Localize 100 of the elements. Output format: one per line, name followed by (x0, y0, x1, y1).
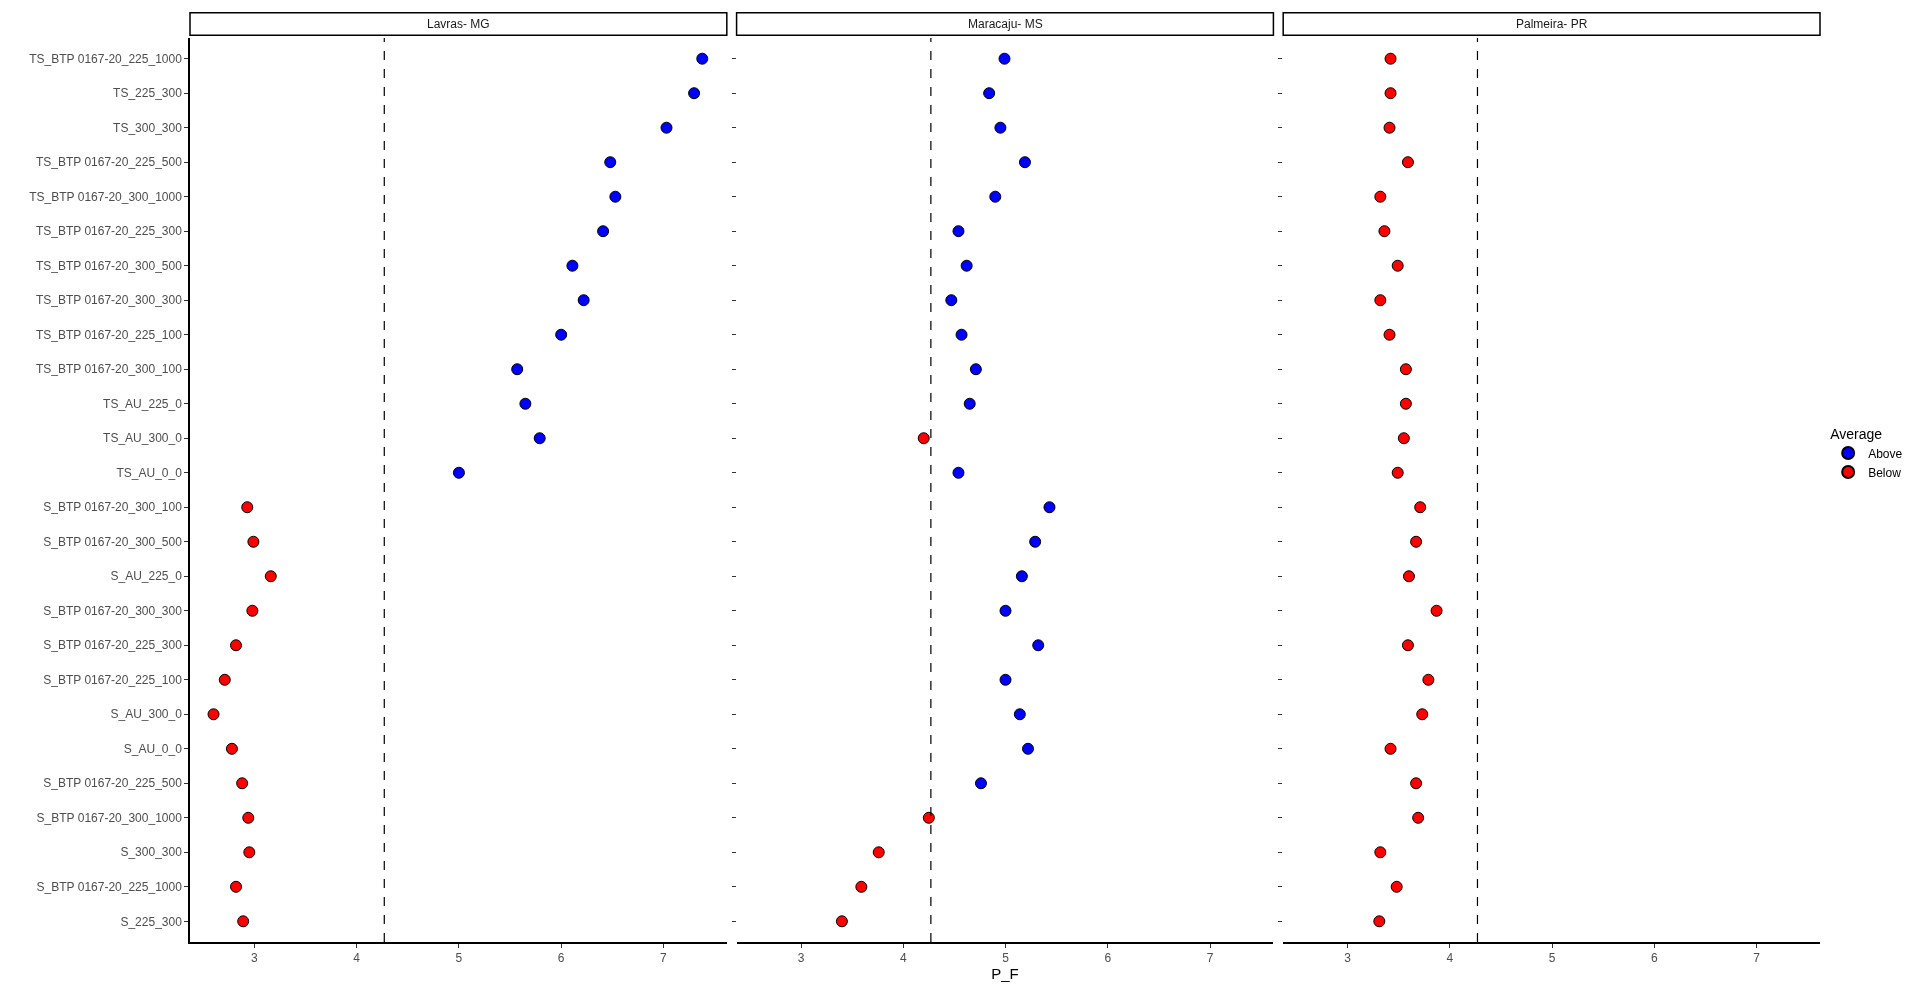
x-tick-label: 7 (1206, 951, 1214, 966)
y-tick-label: TS_BTP 0167-20_225_1000 (29, 51, 183, 66)
point (225, 742, 238, 755)
point (952, 466, 965, 479)
x-tick-label: 7 (1753, 951, 1761, 966)
y-tick-label: S_BTP 0167-20_300_100 (43, 500, 183, 515)
y-tick-label: TS_BTP 0167-20_300_1000 (29, 189, 183, 204)
x-tick-label: 6 (1651, 951, 1659, 966)
point (983, 87, 996, 100)
y-tick-label: S_300_300 (120, 845, 183, 860)
point (963, 397, 976, 410)
point (1022, 742, 1034, 755)
point (1384, 52, 1397, 65)
point (1374, 294, 1387, 307)
point (1374, 846, 1387, 859)
point (989, 190, 1002, 203)
point (994, 121, 1007, 134)
point (604, 156, 617, 169)
y-tick-label: TS_AU_0_0 (116, 465, 183, 480)
point (1029, 535, 1042, 548)
point (519, 397, 532, 410)
point (1378, 225, 1391, 238)
point (218, 673, 231, 686)
y-tick-label: TS_BTP 0167-20_300_500 (35, 258, 183, 273)
point (243, 846, 256, 859)
x-tick-label: 5 (455, 951, 463, 966)
y-tick-label: S_AU_225_0 (110, 569, 183, 584)
x-tick-label: 3 (251, 951, 259, 966)
x-tick-label: 3 (797, 951, 805, 966)
point (1374, 190, 1387, 203)
legend-title: Average (1830, 425, 1883, 442)
y-tick-label: S_BTP 0167-20_225_300 (43, 638, 183, 653)
legend-label: Above (1868, 446, 1903, 461)
point (246, 604, 259, 617)
chart-title: Lavras- MG (427, 17, 490, 31)
y-tick-label: S_AU_0_0 (123, 741, 183, 756)
point (969, 363, 982, 376)
point (1401, 639, 1414, 652)
x-tick-label: 4 (353, 951, 361, 966)
point (1015, 570, 1028, 583)
y-tick-label: TS_BTP 0167-20_300_100 (35, 362, 183, 377)
x-tick-label: 5 (1002, 951, 1010, 966)
point (1410, 777, 1423, 790)
point (511, 363, 524, 376)
x-axis-title: P_F (991, 965, 1019, 983)
point (555, 328, 568, 341)
point (236, 777, 249, 790)
point (1422, 673, 1435, 686)
point (660, 121, 673, 134)
y-tick-label: TS_BTP 0167-20_225_500 (35, 155, 183, 170)
point (1414, 501, 1427, 514)
point (835, 915, 848, 928)
point (237, 915, 250, 928)
point (955, 328, 968, 341)
point (242, 811, 255, 824)
y-tick-label: S_BTP 0167-20_225_1000 (36, 879, 183, 894)
point (566, 259, 579, 272)
point (247, 535, 260, 548)
y-tick-label: TS_AU_300_0 (103, 431, 183, 446)
point (533, 432, 546, 445)
chart-title: Maracaju- MS (968, 17, 1043, 31)
point (1397, 432, 1410, 445)
point (452, 466, 465, 479)
point (696, 52, 709, 65)
x-tick-label: 4 (899, 951, 907, 966)
point (1416, 708, 1429, 721)
point (1390, 880, 1403, 893)
legend-label: Below (1868, 465, 1902, 480)
y-tick-label: TS_AU_225_0 (103, 396, 183, 411)
point (230, 880, 243, 893)
x-tick-label: 7 (660, 951, 668, 966)
x-tick-label: 4 (1446, 951, 1454, 966)
point (1399, 397, 1412, 410)
point (1391, 259, 1404, 272)
point (1402, 570, 1415, 583)
y-tick-label: S_BTP 0167-20_225_100 (43, 672, 183, 687)
point (241, 501, 254, 514)
point (998, 52, 1011, 65)
point (1391, 466, 1404, 479)
point (1384, 87, 1397, 100)
y-tick-label: S_BTP 0167-20_225_500 (43, 776, 183, 791)
point (1032, 639, 1045, 652)
point (952, 225, 965, 238)
point (1383, 121, 1396, 134)
point (264, 570, 277, 583)
y-tick-label: S_AU_300_0 (110, 707, 183, 722)
x-tick-label: 6 (557, 951, 565, 966)
x-tick-label: 5 (1548, 951, 1556, 966)
point (688, 87, 701, 100)
point (1384, 742, 1397, 755)
point (922, 811, 935, 824)
point (1373, 915, 1386, 928)
y-tick-label: TS_BTP 0167-20_225_100 (35, 327, 183, 342)
point (917, 432, 930, 445)
y-tick-label: S_BTP 0167-20_300_300 (43, 603, 183, 618)
point (872, 846, 885, 859)
y-tick-label: TS_300_300 (113, 120, 183, 135)
y-tick-label: S_225_300 (120, 914, 183, 929)
point (1410, 535, 1423, 548)
y-tick-label: TS_225_300 (113, 86, 183, 101)
